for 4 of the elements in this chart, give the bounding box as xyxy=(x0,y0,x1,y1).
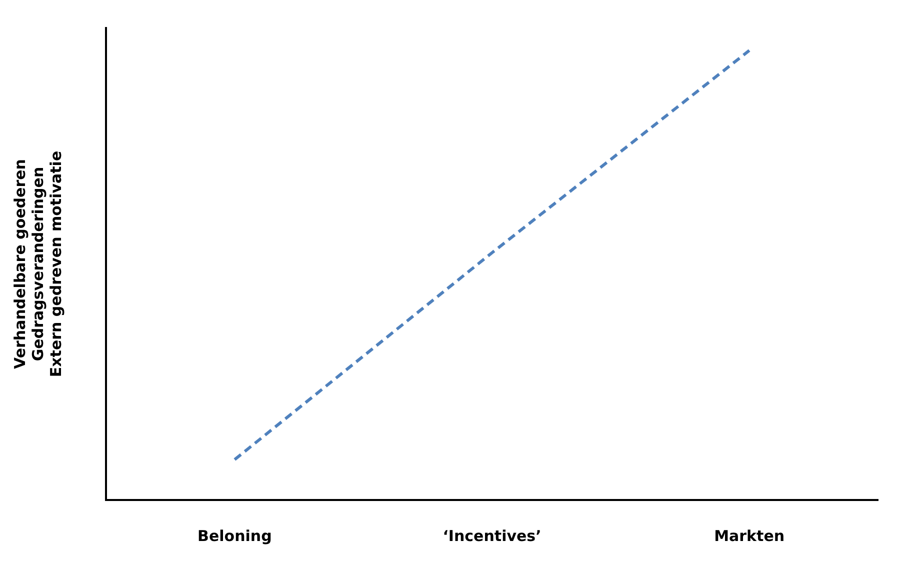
x-tick-label: Markten xyxy=(714,526,785,545)
x-tick-label: Beloning xyxy=(198,526,272,545)
y-axis-title: Verhandelbare goederen Gedragsveranderingen Extern gedreven motivatie xyxy=(10,150,65,378)
x-tick-label: ‘Incentives’ xyxy=(442,526,542,545)
